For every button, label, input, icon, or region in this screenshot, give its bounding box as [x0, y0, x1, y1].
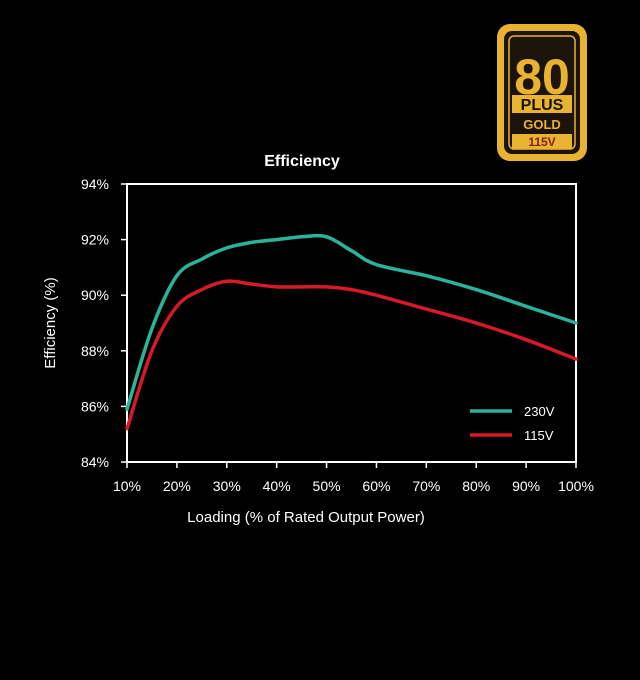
badge-level: GOLD	[523, 117, 561, 132]
x-tick-label: 90%	[512, 478, 540, 494]
x-tick-label: 60%	[362, 478, 390, 494]
y-tick-label: 90%	[81, 287, 109, 303]
x-tick-label: 70%	[412, 478, 440, 494]
x-tick-label: 40%	[263, 478, 291, 494]
y-tick-label: 92%	[81, 232, 109, 248]
y-tick-label: 94%	[81, 176, 109, 192]
x-tick-label: 20%	[163, 478, 191, 494]
80-plus-gold-badge: 80 PLUS GOLD 115V	[497, 24, 587, 161]
x-tick-label: 100%	[558, 478, 594, 494]
badge-plus: PLUS	[521, 97, 564, 114]
axis-ticks: 10% 20% 30% 40% 50% 60% 70% 80% 90% 100% 84% 86% 88%…	[81, 176, 594, 494]
legend: 230V 115V	[470, 404, 555, 443]
badge-plus-band	[512, 95, 572, 113]
x-tick-label: 10%	[113, 478, 141, 494]
efficiency-chart: Efficiency 10% 20% 30% 40% 50% 60% 70% 80% 90% 10…	[42, 153, 594, 526]
legend-label-230v: 230V	[524, 404, 555, 419]
x-tick-label: 30%	[213, 478, 241, 494]
y-tick-label: 84%	[81, 454, 109, 470]
chart-title: Efficiency	[264, 153, 340, 170]
y-tick-label: 88%	[81, 343, 109, 359]
x-tick-label: 80%	[462, 478, 490, 494]
legend-label-115v: 115V	[524, 428, 554, 443]
x-axis-label: Loading (% of Rated Output Power)	[187, 509, 425, 526]
x-tick-label: 50%	[313, 478, 341, 494]
plot-frame	[126, 183, 577, 463]
y-axis-label: Efficiency (%)	[42, 277, 59, 368]
series-line-115v	[125, 279, 578, 431]
series-lines	[125, 233, 578, 431]
series-line-230v	[125, 233, 578, 411]
y-tick-label: 86%	[81, 398, 109, 414]
badge-voltage-band	[512, 134, 572, 149]
badge-voltage: 115V	[528, 135, 555, 149]
badge-inner	[504, 31, 580, 154]
